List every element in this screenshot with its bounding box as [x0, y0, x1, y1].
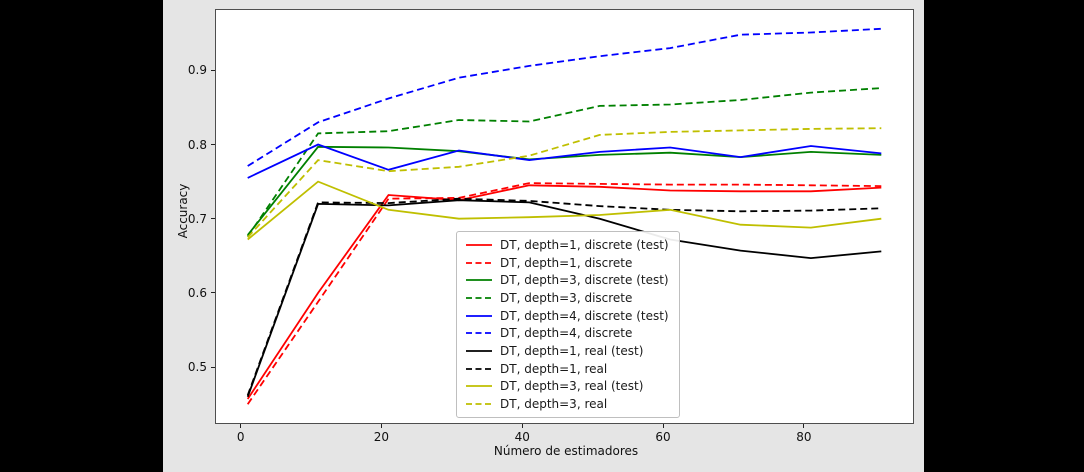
letterbox-right: [924, 0, 1084, 472]
series-line-3: [246, 145, 882, 236]
legend-item-10: DT, depth=3, real: [457, 396, 679, 413]
series-line-9: [247, 180, 882, 241]
legend-line-sample: [466, 243, 492, 246]
legend-label: DT, depth=4, discrete (test): [500, 308, 669, 323]
legend-label: DT, depth=1, discrete (test): [500, 237, 669, 252]
legend-label: DT, depth=1, real (test): [500, 343, 644, 358]
legend-item-2: DT, depth=1, discrete: [457, 254, 679, 271]
legend-line-sample: [466, 314, 492, 317]
legend-item-6: DT, depth=4, discrete: [457, 325, 679, 342]
legend-item-5: DT, depth=4, discrete (test): [457, 307, 679, 324]
legend-line-sample: [466, 261, 492, 264]
x-tick-label: 60: [655, 430, 671, 444]
legend-line-sample: [466, 385, 492, 388]
legend-item-9: DT, depth=3, real (test): [457, 378, 679, 395]
legend-label: DT, depth=1, real: [500, 361, 608, 376]
x-tick-label: 0: [236, 430, 245, 444]
y-tickmark: [211, 218, 215, 220]
legend-label: DT, depth=1, discrete: [500, 255, 633, 270]
legend: DT, depth=1, discrete (test) DT, depth=1,…: [456, 231, 680, 418]
x-tick-label: 20: [373, 430, 390, 444]
chart-lines: [246, 27, 882, 405]
y-tick-label: 0.5: [187, 360, 207, 375]
legend-line-sample: [466, 297, 492, 299]
y-tickmark: [211, 69, 215, 71]
y-tick-label: 0.6: [187, 285, 207, 300]
y-tick-label: 0.8: [187, 137, 207, 152]
y-tickmark: [211, 292, 215, 294]
legend-item-7: DT, depth=1, real (test): [457, 342, 679, 359]
x-tickmark: [380, 424, 382, 428]
x-tick-label: 80: [796, 430, 812, 444]
y-tick-label: 0.9: [187, 63, 207, 78]
legend-line-sample: [466, 279, 492, 282]
legend-item-3: DT, depth=3, discrete (test): [457, 272, 679, 289]
x-tickmark: [521, 424, 523, 428]
series-line-6: [247, 27, 882, 167]
x-tickmark: [803, 424, 805, 428]
series-line-8: [246, 197, 882, 396]
legend-label: DT, depth=3, discrete (test): [500, 273, 669, 288]
y-tickmark: [211, 366, 215, 368]
legend-item-1: DT, depth=1, discrete (test): [457, 236, 679, 253]
letterbox-left: [0, 0, 163, 472]
series-line-10: [247, 127, 882, 238]
legend-label: DT, depth=4, discrete: [500, 326, 633, 341]
legend-label: DT, depth=3, real (test): [500, 379, 644, 394]
matplotlib-figure: Accuracy Número de estimadores 0.5 0.6 0.7…: [163, 0, 924, 472]
legend-label: DT, depth=3, discrete: [500, 290, 633, 305]
series-line-7: [246, 199, 882, 398]
x-tick-label: 40: [514, 430, 530, 444]
legend-item-4: DT, depth=3, discrete: [457, 289, 679, 306]
x-axis-label: Número de estimadores: [493, 444, 639, 458]
series-line-5: [247, 143, 882, 179]
series-line-4: [246, 87, 882, 238]
legend-item-8: DT, depth=1, real: [457, 360, 679, 377]
legend-line-sample: [466, 350, 492, 352]
legend-label: DT, depth=3, real: [500, 397, 608, 412]
y-tickmark: [211, 144, 215, 146]
y-tick-label: 0.7: [187, 211, 207, 226]
legend-line-sample: [466, 403, 492, 405]
legend-line-sample: [466, 332, 492, 335]
x-tickmark: [240, 424, 242, 428]
series-line-1: [246, 184, 882, 400]
x-tickmark: [662, 424, 664, 428]
legend-line-sample: [466, 367, 492, 370]
